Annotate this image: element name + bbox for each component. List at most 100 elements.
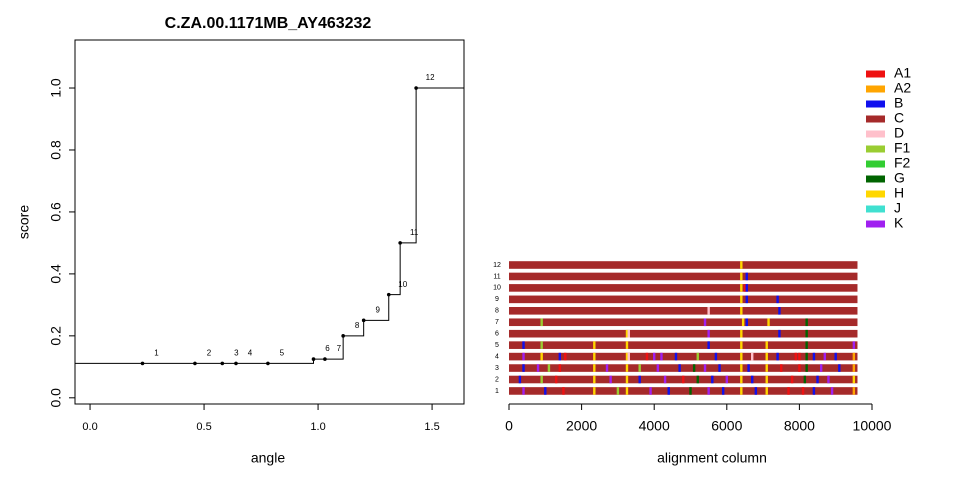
point (234, 361, 238, 366)
subtype-stripe (689, 387, 692, 395)
legend-label: A2 (894, 80, 911, 96)
subtype-stripe (645, 352, 649, 361)
row-label: 6 (495, 331, 499, 338)
row-label: 4 (495, 353, 499, 360)
legend-swatch (866, 130, 885, 138)
point (266, 361, 270, 366)
row-label: 5 (495, 342, 499, 349)
subtype-stripe (707, 387, 710, 395)
row-label: 2 (495, 376, 499, 383)
subtype-stripe (765, 341, 768, 349)
x-axis-label: alignment column (657, 450, 767, 466)
point (386, 292, 391, 297)
subtype-stripe (674, 352, 678, 361)
legend-label: H (894, 185, 904, 201)
legend-label: C (894, 110, 904, 126)
sequence-bar (509, 329, 858, 338)
subtype-stripe (625, 375, 629, 384)
subtype-stripe (805, 352, 808, 361)
subtype-stripe (558, 364, 562, 372)
sequence-bar (509, 295, 858, 304)
subtype-stripe (627, 329, 630, 338)
subtype-stripe (718, 364, 721, 372)
subtype-stripe (725, 375, 728, 384)
step-line (75, 87, 464, 364)
x-tick-label: 10000 (853, 418, 892, 434)
subtype-stripe (745, 284, 748, 292)
point (140, 361, 145, 366)
subtype-stripe (765, 375, 768, 384)
row-label: 8 (495, 308, 499, 315)
subtype-stripe (638, 375, 641, 384)
x-tick-label: 2000 (566, 418, 597, 434)
point (311, 357, 316, 361)
subtype-stripe (798, 364, 801, 372)
subtype-stripe (616, 387, 620, 395)
subtype-stripe (625, 352, 629, 361)
point-label: 7 (337, 344, 342, 353)
point-label: 4 (248, 349, 253, 358)
subtype-stripe (544, 387, 547, 395)
legend-swatch (866, 85, 885, 93)
subtype-stripe (593, 364, 596, 372)
subtype-stripe (751, 352, 754, 361)
subtype-stripe (780, 364, 783, 372)
legend-swatch (866, 145, 885, 153)
subtype-stripe (852, 341, 856, 349)
subtype-stripe (678, 364, 681, 372)
subtype-stripe (765, 387, 768, 395)
point-label: 12 (426, 73, 435, 82)
subtype-stripe (743, 284, 747, 292)
y-axis-label: score (16, 205, 32, 239)
subtype-stripe (707, 329, 710, 338)
row-label: 12 (493, 262, 501, 269)
x-tick-label: 4000 (639, 418, 670, 434)
legend-swatch (866, 205, 885, 213)
subtype-stripe (805, 318, 808, 327)
subtype-stripe (540, 375, 543, 384)
subtype-stripe (740, 295, 743, 304)
subtype-stripe (790, 375, 794, 384)
subtype-stripe (812, 352, 816, 361)
point (414, 86, 418, 90)
y-tick-label: 0.4 (48, 264, 64, 284)
subtype-stripe (740, 341, 743, 349)
legend-label: J (894, 200, 901, 216)
subtype-stripe (605, 364, 609, 372)
subtype-stripe (745, 318, 748, 327)
point-label: 10 (398, 280, 407, 289)
subtype-stripe (805, 329, 808, 338)
subtype-stripe (625, 364, 629, 372)
plot-box (74, 39, 465, 405)
subtype-stripe (740, 329, 743, 338)
subtype-stripe (838, 364, 841, 372)
subtype-stripe (564, 352, 567, 361)
subtype-stripe (747, 364, 750, 372)
subtype-stripe (540, 352, 543, 361)
subtype-stripe (740, 352, 743, 361)
point (398, 241, 402, 245)
subtype-stripe (765, 352, 768, 361)
subtype-stripe (740, 307, 743, 315)
subtype-stripe (625, 387, 629, 395)
row-label: 3 (495, 365, 499, 372)
sequence-bar (509, 284, 858, 292)
subtype-stripe (740, 387, 743, 395)
legend-swatch (866, 175, 885, 183)
subtype-stripe (707, 341, 710, 349)
point (323, 357, 327, 361)
subtype-stripe (522, 387, 525, 395)
subtype-stripe (830, 387, 834, 395)
subtype-stripe (816, 375, 819, 384)
subtype-stripe (714, 352, 718, 361)
subtype-stripe (801, 387, 805, 395)
y-tick-label: 0.8 (48, 140, 64, 160)
sequence-bar (509, 352, 858, 361)
subtype-stripe (745, 272, 748, 281)
point-label: 6 (325, 344, 330, 353)
subtype-stripe (751, 375, 754, 384)
subtype-stripe (805, 364, 808, 372)
subtype-stripe (745, 295, 748, 304)
subtype-stripe (653, 352, 656, 361)
sequence-bar (509, 261, 858, 269)
